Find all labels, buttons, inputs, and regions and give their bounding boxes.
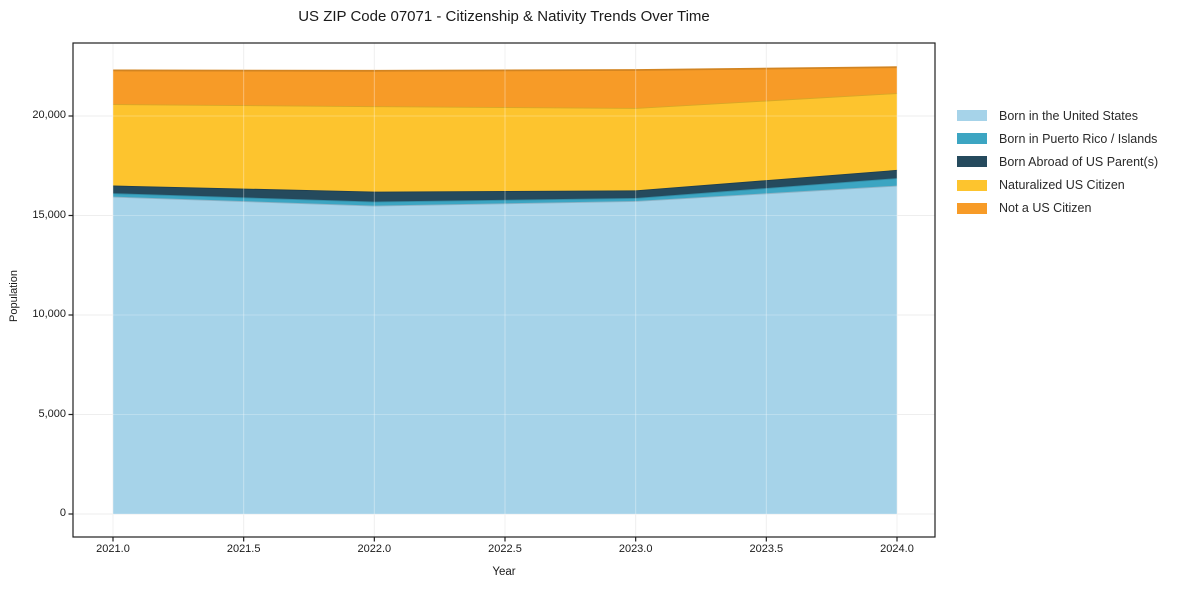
legend: Born in the United States Born in Puerto … <box>957 104 1158 220</box>
legend-swatch <box>957 156 987 168</box>
x-tick-label: 2021.0 <box>96 543 130 555</box>
legend-label: Born in the United States <box>999 108 1138 123</box>
x-tick-label: 2024.0 <box>880 543 914 555</box>
y-tick-label: 10,000 <box>32 308 66 320</box>
legend-item: Born Abroad of US Parent(s) <box>957 150 1158 173</box>
x-tick-label: 2022.5 <box>488 543 522 555</box>
axes-frame <box>72 42 936 538</box>
legend-item: Naturalized US Citizen <box>957 174 1158 197</box>
x-tick-label: 2023.5 <box>749 543 784 555</box>
area-edge-5 <box>112 66 898 72</box>
chart-title: US ZIP Code 07071 - Citizenship & Nativi… <box>298 8 710 25</box>
legend-item: Born in the United States <box>957 104 1158 127</box>
legend-swatch <box>957 202 987 214</box>
area-4 <box>113 93 897 192</box>
x-tick-label: 2022.0 <box>357 543 392 555</box>
y-tick-label: 0 <box>59 507 66 519</box>
area-3 <box>113 169 897 202</box>
x-tick-label: 2023.0 <box>618 543 653 555</box>
legend-swatch <box>957 179 987 191</box>
legend-label: Not a US Citizen <box>999 201 1092 216</box>
x-tick-label: 2021.5 <box>226 543 261 555</box>
x-axis-label: Year <box>492 566 516 578</box>
legend-item: Not a US Citizen <box>957 197 1158 220</box>
area-1 <box>113 185 897 514</box>
legend-swatch <box>957 133 987 145</box>
legend-label: Born Abroad of US Parent(s) <box>999 154 1159 169</box>
area-5 <box>113 67 897 108</box>
legend-item: Born in Puerto Rico / Islands <box>957 127 1158 150</box>
legend-swatch <box>957 110 987 122</box>
y-tick-label: 15,000 <box>32 208 66 221</box>
legend-label: Born in Puerto Rico / Islands <box>999 131 1158 146</box>
y-tick-label: 5,000 <box>38 407 66 420</box>
legend-label: Naturalized US Citizen <box>999 178 1125 193</box>
y-tick-label: 20,000 <box>32 109 66 121</box>
